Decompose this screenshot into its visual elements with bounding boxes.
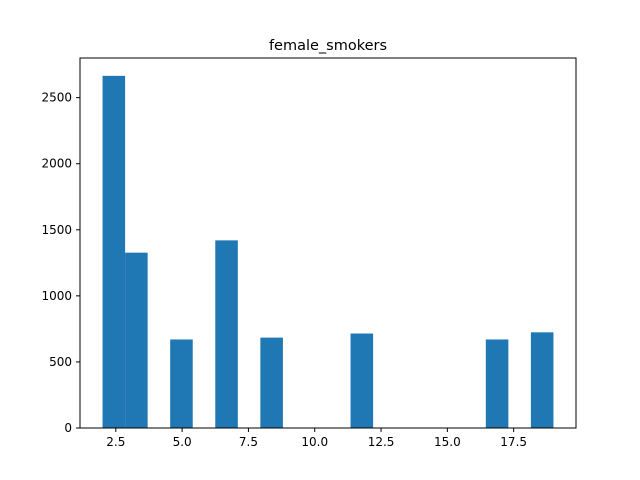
y-tick-label: 500 [49,355,72,369]
histogram-bar [530,332,554,428]
bars-group [102,75,554,428]
histogram-bar [350,333,374,428]
y-axis-ticks: 0 500 1000 1500 2000 2500 [41,91,80,435]
x-tick-label: 5.0 [173,435,192,449]
x-tick-label: 17.5 [500,435,527,449]
x-tick-label: 12.5 [368,435,395,449]
plot-frame [79,57,577,429]
y-tick-label: 2000 [41,157,72,171]
chart-title: female_smokers [269,38,387,54]
histogram-bar [215,240,238,428]
histogram-bar [102,75,126,428]
histogram-bar [260,337,283,428]
x-axis-ticks: 2.5 5.0 7.5 10.0 12.5 15.0 17.5 [106,428,527,449]
histogram-bar [170,339,193,428]
histogram-bar [125,252,148,428]
y-tick-label: 1500 [41,223,72,237]
x-tick-label: 10.0 [301,435,328,449]
y-tick-label: 0 [64,421,72,435]
x-tick-label: 7.5 [239,435,258,449]
y-tick-label: 2500 [41,91,72,105]
y-tick-label: 1000 [41,289,72,303]
x-tick-label: 15.0 [434,435,461,449]
histogram-bar [485,339,509,428]
x-tick-label: 2.5 [106,435,125,449]
